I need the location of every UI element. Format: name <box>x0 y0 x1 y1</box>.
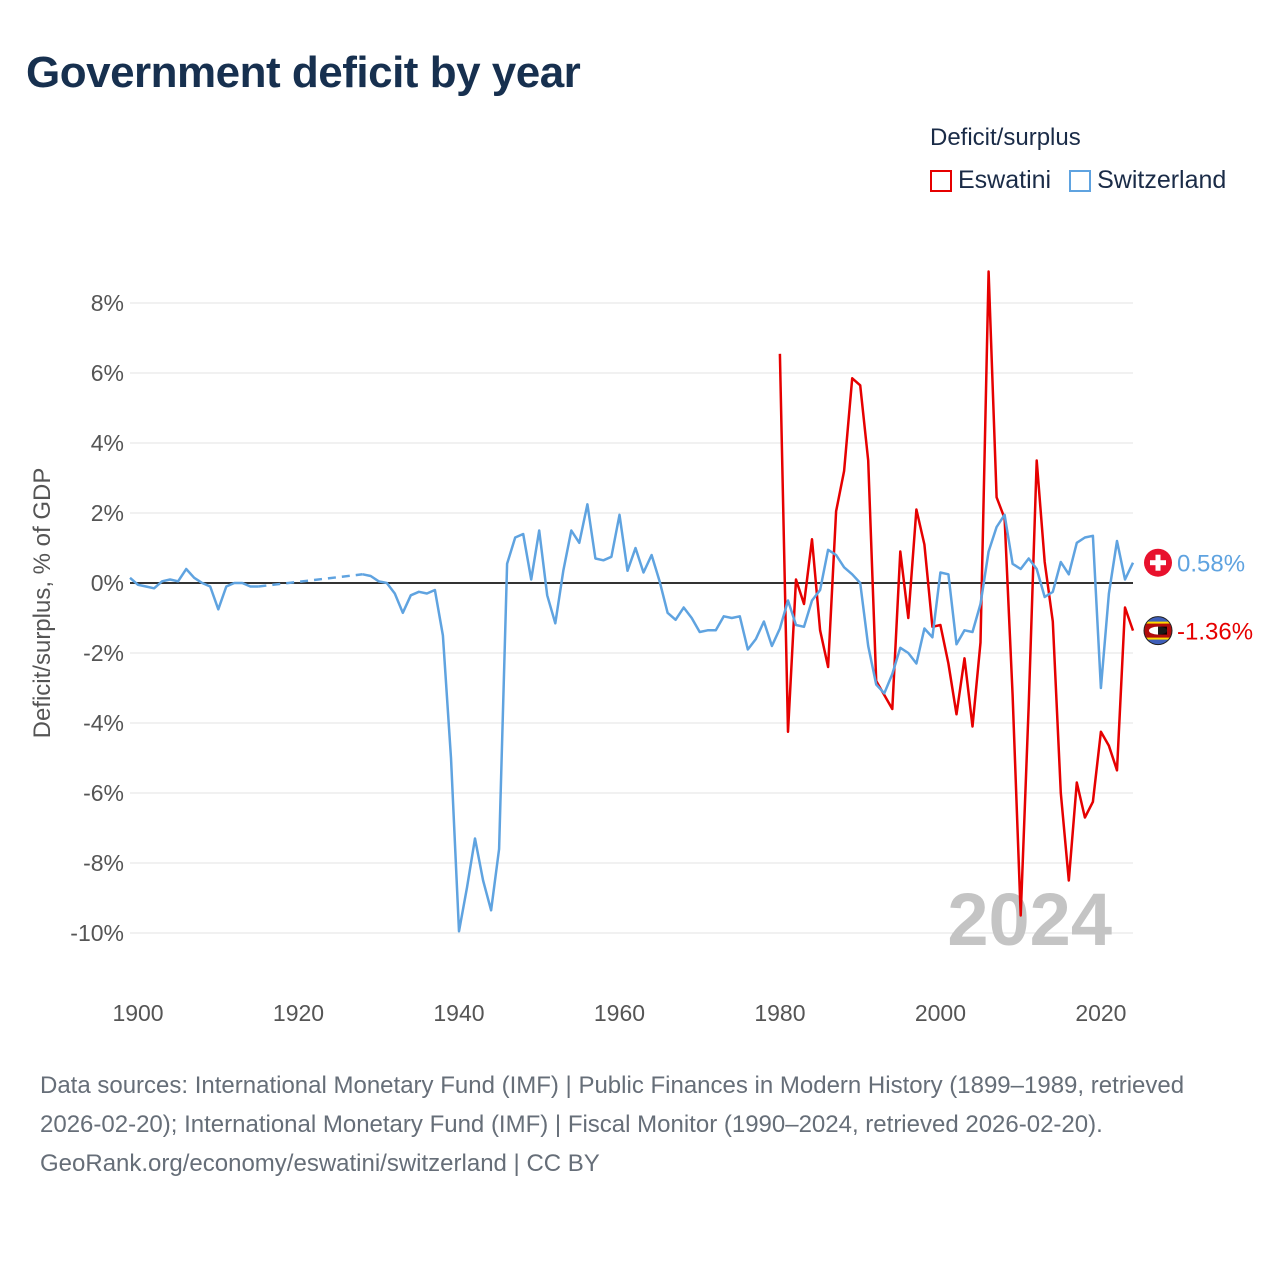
y-tick-label: 6% <box>91 360 124 386</box>
x-tick-label: 1940 <box>433 1000 484 1026</box>
y-tick-label: -8% <box>83 850 124 876</box>
y-axis-label: Deficit/surplus, % of GDP <box>29 468 56 739</box>
y-tick-label: 0% <box>91 570 124 596</box>
y-tick-label: -10% <box>70 920 124 946</box>
legend: Eswatini Switzerland <box>930 166 1226 195</box>
legend-label-eswatini: Eswatini <box>958 166 1052 194</box>
y-axis-ticks: 8% 6% 4% 2% 0% -2% -4% -6% -8% -10% <box>70 290 124 946</box>
y-tick-label: -6% <box>83 780 124 806</box>
end-markers: 0.58% -1.36% <box>1143 548 1253 646</box>
y-tick-label: -2% <box>83 640 124 666</box>
year-watermark: 2024 <box>947 878 1112 961</box>
end-label-eswatini: -1.36% <box>1177 619 1253 646</box>
series-line-switzerland <box>129 567 259 611</box>
x-axis-ticks: 1900 1920 1940 1960 1980 2000 2020 <box>112 1000 1126 1026</box>
y-tick-label: 2% <box>91 500 124 526</box>
legend-swatch-switzerland <box>1069 169 1092 192</box>
footer: Data sources: International Monetary Fun… <box>40 1066 1240 1183</box>
switzerland-flag-icon <box>1144 548 1172 577</box>
legend-swatch-eswatini <box>930 169 952 192</box>
chart-title: Government deficit by year <box>26 48 581 97</box>
switzerland-flag-cross-h <box>1150 560 1166 566</box>
series-line-switzerland-interpolated <box>258 573 363 588</box>
series-line-eswatini <box>778 270 1135 917</box>
legend-label-switzerland: Switzerland <box>1097 166 1227 194</box>
data-sources: Data sources: International Monetary Fun… <box>40 1072 1185 1138</box>
eswatini-flag-shield-half <box>1158 626 1167 635</box>
series-lines <box>129 270 1135 933</box>
eswatini-flag-icon <box>1143 616 1173 646</box>
x-tick-label: 2020 <box>1075 1000 1126 1026</box>
eswatini-flag-body <box>1144 616 1172 645</box>
x-tick-label: 1920 <box>273 1000 324 1026</box>
series-line-switzerland <box>362 503 1135 933</box>
gridlines <box>130 302 1133 934</box>
x-tick-label: 1960 <box>594 1000 645 1026</box>
x-tick-label: 2000 <box>915 1000 966 1026</box>
end-label-switzerland: 0.58% <box>1177 551 1245 578</box>
y-tick-label: 8% <box>91 290 124 316</box>
x-tick-label: 1900 <box>112 1000 163 1026</box>
y-tick-label: 4% <box>91 430 124 456</box>
legend-item-switzerland[interactable]: Switzerland <box>1069 166 1226 195</box>
line-chart: 8%6%4%2%0%-2%-4%-6%-8%-10% 1900 1920 1940 1… <box>29 270 1253 1026</box>
legend-title: Deficit/surplus <box>930 124 1081 151</box>
credit-link[interactable]: GeoRank.org/economy/eswatini/switzerland… <box>40 1150 600 1177</box>
legend-item-eswatini[interactable]: Eswatini <box>930 166 1051 195</box>
eswatini-flag-border <box>1143 616 1173 646</box>
y-tick-label: -4% <box>83 710 124 736</box>
x-tick-label: 1980 <box>754 1000 805 1026</box>
